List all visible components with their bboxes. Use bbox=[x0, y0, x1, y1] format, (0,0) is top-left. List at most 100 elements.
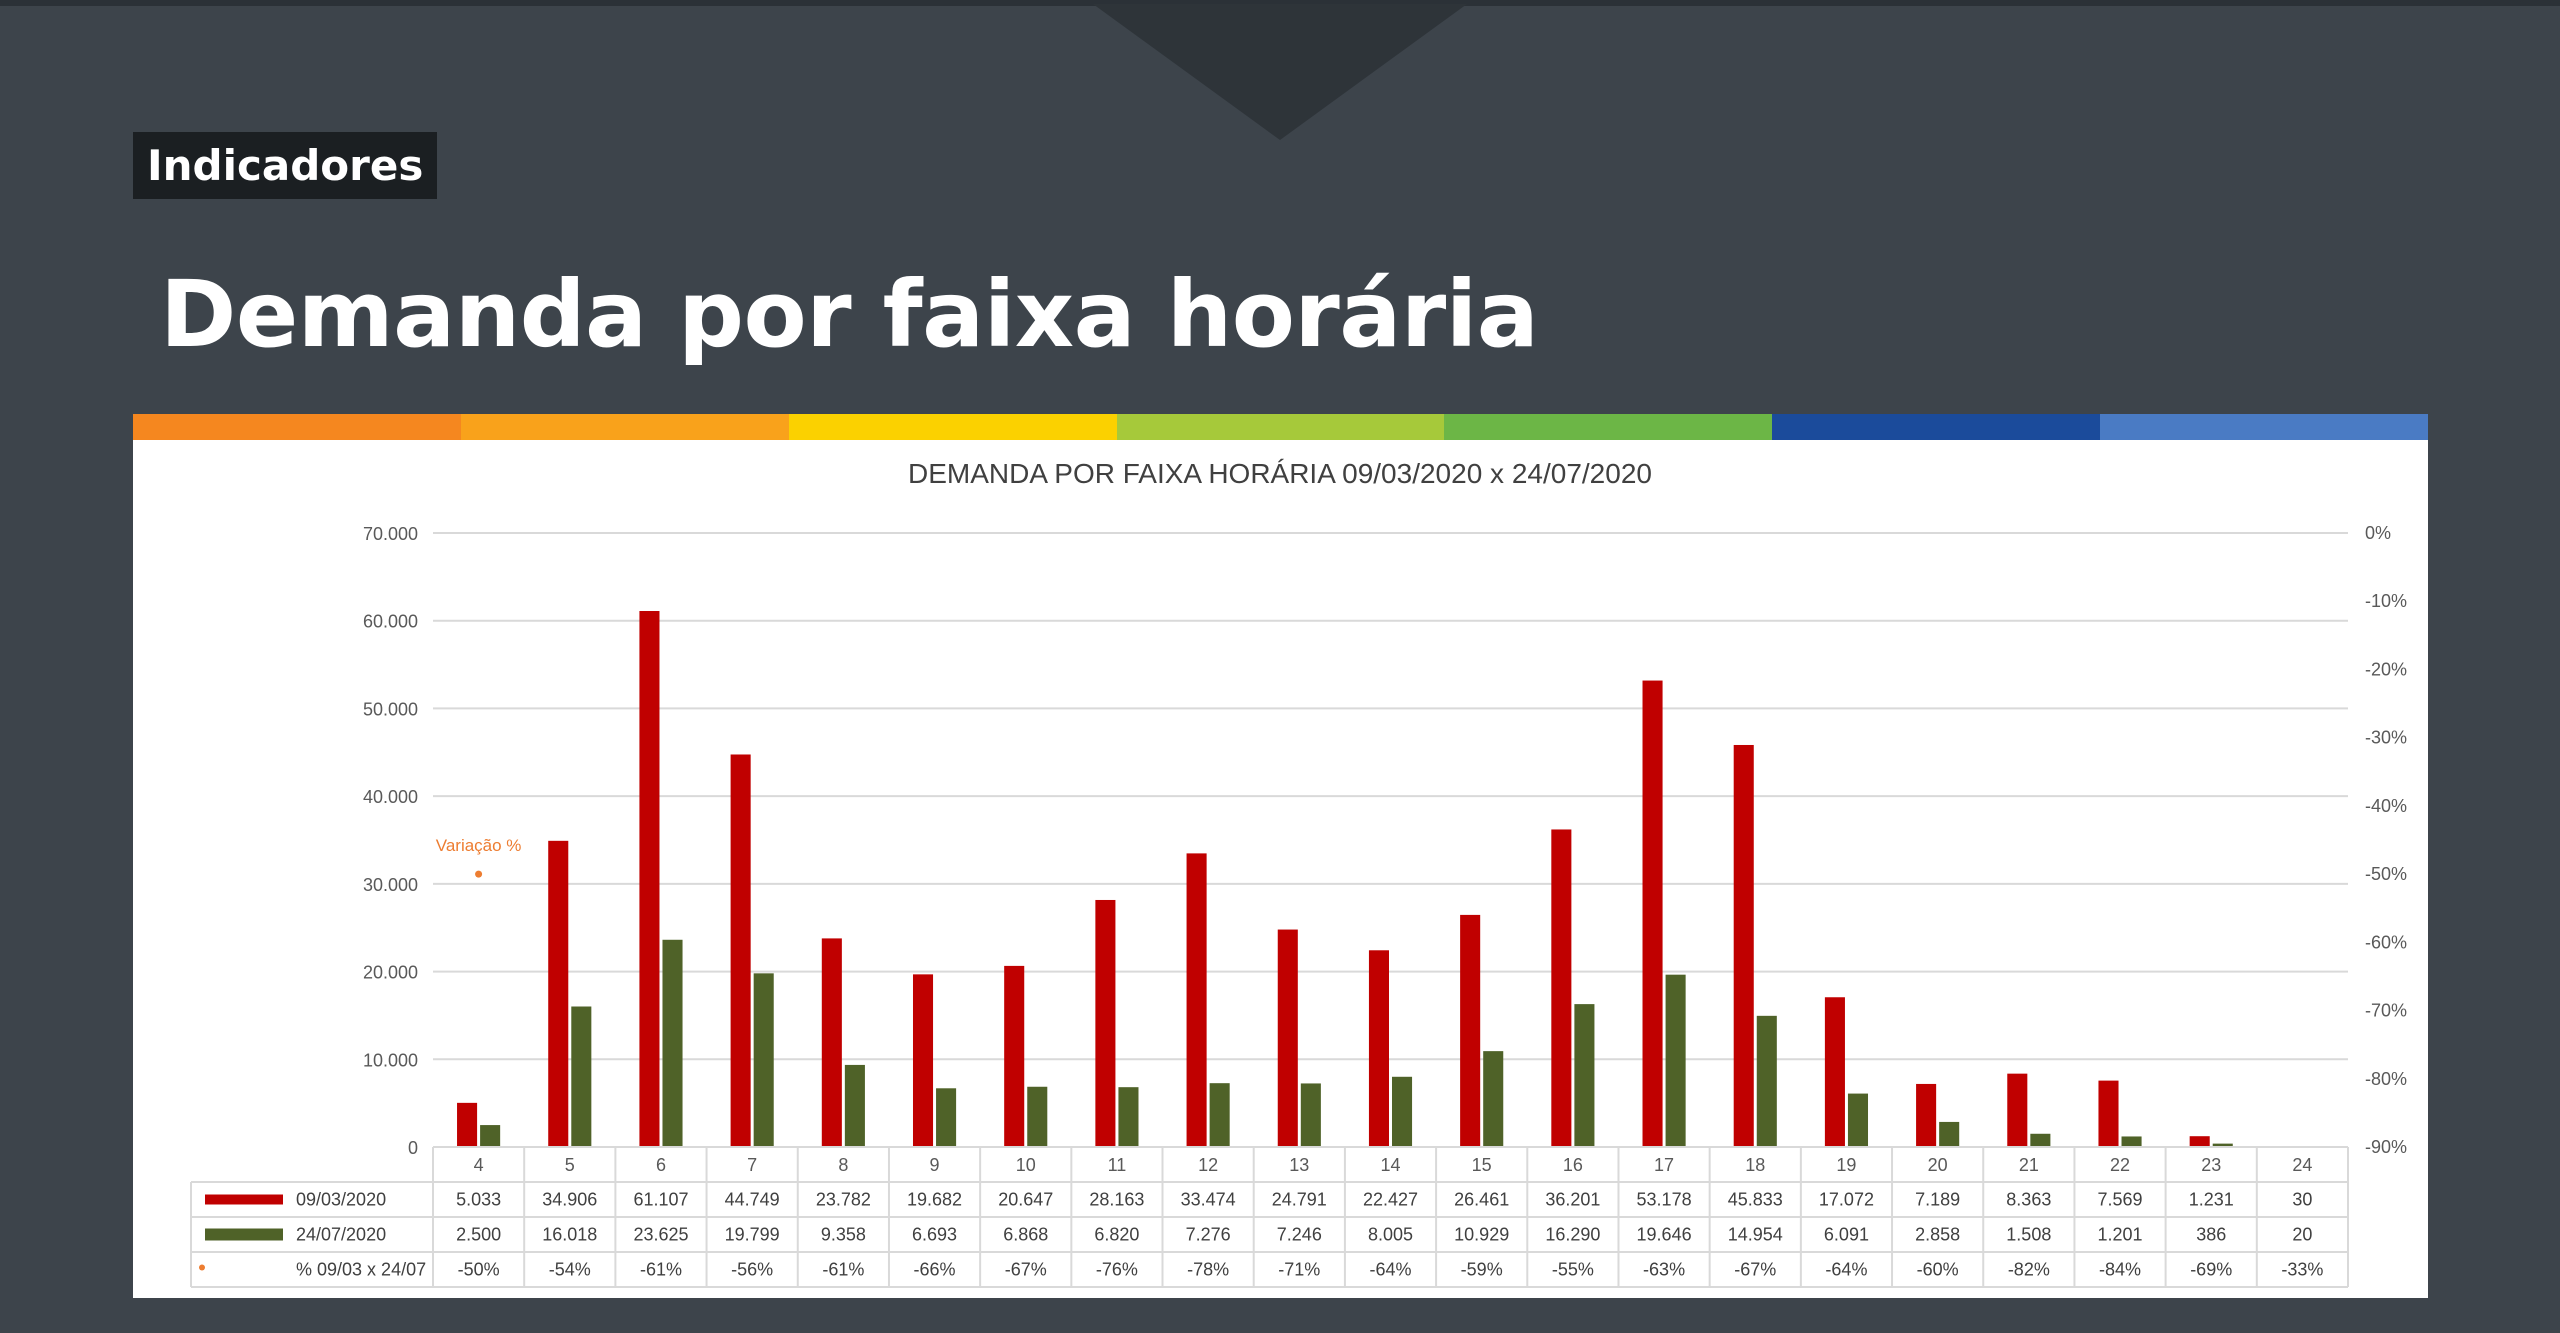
stripe-segment bbox=[133, 414, 461, 440]
table-cell: 20.647 bbox=[998, 1190, 1053, 1210]
table-cell: 1.201 bbox=[2098, 1225, 2143, 1245]
bar-series-2 bbox=[1756, 1015, 1777, 1147]
table-cell: 9.358 bbox=[821, 1225, 866, 1245]
bar-series-2 bbox=[936, 1088, 957, 1147]
y-tick-label: 70.000 bbox=[363, 524, 418, 544]
table-cell: -71% bbox=[1278, 1260, 1320, 1280]
color-stripe bbox=[133, 414, 2429, 440]
table-cell: 10.929 bbox=[1454, 1225, 1509, 1245]
bar-series-1 bbox=[548, 840, 569, 1147]
y-tick-label: 10.000 bbox=[363, 1050, 418, 1070]
table-cell: 5.033 bbox=[456, 1190, 501, 1210]
y2-tick-label: -80% bbox=[2365, 1069, 2407, 1089]
x-tick-label: 8 bbox=[838, 1155, 848, 1175]
x-tick-label: 15 bbox=[1472, 1155, 1492, 1175]
x-tick-label: 18 bbox=[1745, 1155, 1765, 1175]
legend-series-2: 24/07/2020 bbox=[296, 1225, 386, 1245]
x-tick-label: 24 bbox=[2292, 1155, 2312, 1175]
y2-tick-label: -70% bbox=[2365, 1001, 2407, 1021]
y2-tick-label: -30% bbox=[2365, 728, 2407, 748]
table-cell: 6.820 bbox=[1094, 1225, 1139, 1245]
x-tick-label: 22 bbox=[2110, 1155, 2130, 1175]
section-badge: Indicadores bbox=[133, 132, 438, 199]
table-cell: -50% bbox=[458, 1260, 500, 1280]
table-cell: -69% bbox=[2190, 1260, 2232, 1280]
bar-series-2 bbox=[1209, 1083, 1230, 1147]
bar-series-2 bbox=[844, 1064, 865, 1147]
y2-tick-label: -20% bbox=[2365, 659, 2407, 679]
table-cell: -84% bbox=[2099, 1260, 2141, 1280]
table-cell: 22.427 bbox=[1363, 1190, 1418, 1210]
x-tick-label: 14 bbox=[1380, 1155, 1400, 1175]
table-cell: 6.693 bbox=[912, 1225, 957, 1245]
x-tick-label: 9 bbox=[930, 1155, 940, 1175]
bar-series-1 bbox=[2189, 1136, 2210, 1147]
bar-series-1 bbox=[1368, 950, 1389, 1147]
bar-series-1 bbox=[639, 611, 660, 1147]
table-cell: 45.833 bbox=[1728, 1190, 1783, 1210]
top-bar bbox=[0, 0, 2560, 6]
table-cell: 34.906 bbox=[542, 1190, 597, 1210]
bar-series-2 bbox=[662, 939, 683, 1147]
y-tick-label: 40.000 bbox=[363, 787, 418, 807]
table-cell: -66% bbox=[914, 1260, 956, 1280]
bar-series-2 bbox=[480, 1125, 501, 1147]
legend-key-series-1 bbox=[205, 1194, 283, 1205]
legend-key-series-2 bbox=[205, 1228, 283, 1241]
table-cell: -60% bbox=[1917, 1260, 1959, 1280]
stripe-segment bbox=[1116, 414, 1445, 440]
bar-series-1 bbox=[1186, 853, 1207, 1147]
table-cell: 7.569 bbox=[2098, 1190, 2143, 1210]
table-cell: -63% bbox=[1643, 1260, 1685, 1280]
x-tick-label: 20 bbox=[1928, 1155, 1948, 1175]
x-tick-label: 12 bbox=[1198, 1155, 1218, 1175]
stripe-segment bbox=[788, 414, 1117, 440]
bar-series-1 bbox=[1277, 929, 1298, 1147]
x-tick-label: 6 bbox=[656, 1155, 666, 1175]
bar-series-1 bbox=[1460, 914, 1481, 1147]
x-tick-label: 7 bbox=[747, 1155, 757, 1175]
table-cell: -33% bbox=[2281, 1260, 2323, 1280]
x-tick-label: 17 bbox=[1654, 1155, 1674, 1175]
y2-tick-label: 0% bbox=[2365, 523, 2391, 543]
table-cell: -64% bbox=[1369, 1260, 1411, 1280]
bar-series-2 bbox=[2030, 1133, 2051, 1147]
variation-annotation: Variação % bbox=[436, 836, 522, 855]
top-notch bbox=[1093, 4, 1467, 140]
table-cell: 1.231 bbox=[2189, 1190, 2234, 1210]
table-cell: 19.646 bbox=[1637, 1225, 1692, 1245]
table-cell: 7.246 bbox=[1277, 1225, 1322, 1245]
bar-series-1 bbox=[2007, 1073, 2028, 1147]
bar-series-1 bbox=[2098, 1080, 2119, 1147]
bar-series-2 bbox=[1300, 1083, 1321, 1147]
bar-series-1 bbox=[1824, 997, 1845, 1147]
bar-series-2 bbox=[2121, 1136, 2142, 1147]
bar-series-2 bbox=[1483, 1051, 1504, 1147]
table-cell: 16.290 bbox=[1545, 1225, 1600, 1245]
table-cell: 14.954 bbox=[1728, 1225, 1783, 1245]
bar-series-2 bbox=[1392, 1076, 1413, 1147]
bar-series-2 bbox=[1665, 974, 1686, 1147]
bar-series-1 bbox=[730, 754, 751, 1147]
table-cell: 17.072 bbox=[1819, 1190, 1874, 1210]
y-tick-label: 60.000 bbox=[363, 612, 418, 632]
table-cell: 8.005 bbox=[1368, 1225, 1413, 1245]
table-cell: 2.858 bbox=[1915, 1225, 1960, 1245]
bar-series-1 bbox=[1642, 680, 1663, 1147]
table-cell: -61% bbox=[822, 1260, 864, 1280]
table-cell: 33.474 bbox=[1181, 1190, 1236, 1210]
stripe-segment bbox=[460, 414, 789, 440]
table-cell: -59% bbox=[1461, 1260, 1503, 1280]
table-cell: 23.625 bbox=[633, 1225, 688, 1245]
y2-tick-label: -60% bbox=[2365, 932, 2407, 952]
chart-title: DEMANDA POR FAIXA HORÁRIA 09/03/2020 x 2… bbox=[908, 458, 1652, 489]
table-cell: 386 bbox=[2196, 1225, 2226, 1245]
chart-card: DEMANDA POR FAIXA HORÁRIA 09/03/2020 x 2… bbox=[133, 440, 2428, 1298]
table-cell: 26.461 bbox=[1454, 1190, 1509, 1210]
table-cell: 8.363 bbox=[2006, 1190, 2051, 1210]
bar-series-1 bbox=[912, 974, 934, 1147]
table-cell: -76% bbox=[1096, 1260, 1138, 1280]
page-title: Demanda por faixa horária bbox=[160, 261, 1539, 368]
table-cell: 6.868 bbox=[1003, 1225, 1048, 1245]
bar-series-1 bbox=[457, 1102, 478, 1147]
